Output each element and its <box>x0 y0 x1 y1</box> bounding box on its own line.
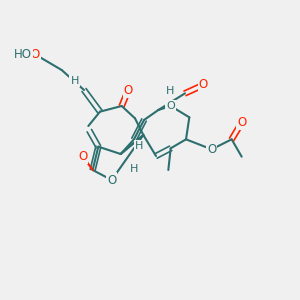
Text: O: O <box>124 83 133 97</box>
Text: O: O <box>237 116 246 129</box>
Text: O: O <box>237 116 246 129</box>
Text: H: H <box>166 86 174 96</box>
Text: O: O <box>207 143 216 156</box>
Text: O: O <box>107 175 116 185</box>
Text: H: H <box>135 141 143 151</box>
Text: H: H <box>135 141 143 151</box>
Text: H: H <box>23 47 31 57</box>
Text: H: H <box>70 76 79 86</box>
Text: O: O <box>124 83 133 97</box>
Text: O: O <box>107 173 116 187</box>
Text: H: H <box>70 76 79 86</box>
Text: O: O <box>30 48 40 61</box>
Text: H: H <box>166 86 174 96</box>
Text: O: O <box>207 143 216 156</box>
Text: HO: HO <box>14 48 32 61</box>
Text: H: H <box>130 164 138 174</box>
Text: O: O <box>78 149 87 163</box>
Text: O: O <box>166 101 175 111</box>
Text: O: O <box>199 79 208 92</box>
Text: O: O <box>78 149 87 163</box>
Text: H: H <box>130 164 138 174</box>
Text: O: O <box>199 79 208 92</box>
